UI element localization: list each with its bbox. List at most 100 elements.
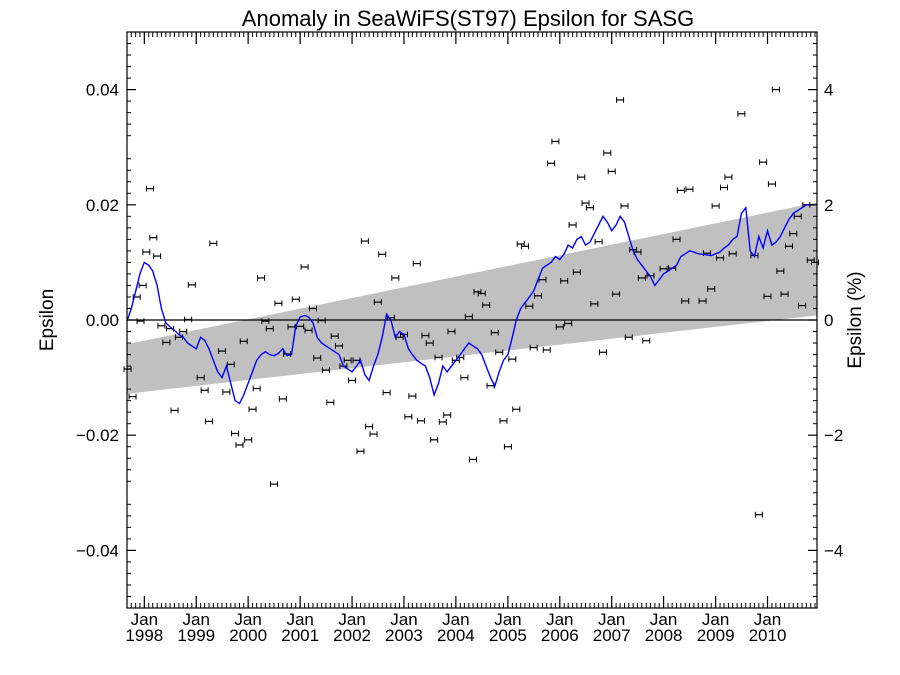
data-point bbox=[624, 334, 633, 341]
data-point bbox=[365, 423, 374, 430]
data-point bbox=[464, 313, 473, 320]
data-point bbox=[348, 377, 357, 384]
data-point bbox=[270, 481, 279, 488]
x-tick-year-label: 2007 bbox=[593, 626, 631, 645]
data-point bbox=[142, 249, 151, 255]
data-point bbox=[443, 412, 452, 418]
data-point bbox=[728, 250, 737, 257]
data-point bbox=[261, 318, 270, 325]
data-point bbox=[716, 254, 725, 261]
data-point bbox=[771, 86, 780, 93]
y2-tick-label: −4 bbox=[824, 541, 843, 560]
data-point bbox=[789, 230, 798, 237]
data-point bbox=[469, 456, 478, 463]
x-tick-year-label: 1998 bbox=[125, 626, 163, 645]
data-point bbox=[330, 333, 339, 340]
data-point bbox=[326, 399, 335, 406]
data-point bbox=[149, 234, 158, 241]
data-point bbox=[360, 238, 369, 244]
x-tick-month-label: Jan bbox=[650, 610, 677, 629]
x-tick-year-label: 2004 bbox=[437, 626, 475, 645]
data-point bbox=[529, 344, 538, 351]
data-point bbox=[369, 431, 378, 437]
running-mean-line bbox=[126, 204, 815, 405]
data-point bbox=[231, 430, 240, 437]
x-tick-month-label: Jan bbox=[442, 610, 469, 629]
y-tick-label: −0.02 bbox=[76, 426, 119, 445]
data-point bbox=[698, 298, 707, 304]
data-point bbox=[157, 322, 166, 329]
data-point bbox=[503, 443, 512, 450]
data-point bbox=[767, 181, 776, 187]
data-point bbox=[560, 277, 569, 284]
data-point bbox=[382, 389, 391, 396]
data-point bbox=[534, 292, 543, 299]
data-point bbox=[153, 253, 162, 259]
data-point bbox=[430, 436, 439, 443]
data-point bbox=[373, 299, 382, 306]
x-tick-month-label: Jan bbox=[390, 610, 417, 629]
x-tick-year-label: 2000 bbox=[229, 626, 267, 645]
x-tick-year-label: 1999 bbox=[177, 626, 215, 645]
data-point bbox=[265, 325, 274, 332]
data-point bbox=[196, 374, 205, 381]
data-point bbox=[482, 302, 491, 308]
x-tick-year-label: 2001 bbox=[281, 626, 319, 645]
data-point bbox=[681, 298, 690, 304]
x-tick-year-label: 2002 bbox=[333, 626, 371, 645]
data-point bbox=[200, 387, 209, 394]
data-point bbox=[798, 302, 807, 309]
data-point bbox=[555, 324, 564, 330]
data-point bbox=[477, 290, 486, 297]
data-point bbox=[138, 282, 147, 289]
data-point bbox=[226, 361, 235, 368]
data-point bbox=[356, 448, 365, 455]
x-tick-month-label: Jan bbox=[546, 610, 573, 629]
data-point bbox=[146, 185, 155, 192]
x-tick-year-label: 2008 bbox=[645, 626, 683, 645]
data-point bbox=[784, 243, 793, 250]
data-point bbox=[408, 393, 417, 399]
x-tick-month-label: Jan bbox=[234, 610, 261, 629]
data-point bbox=[425, 340, 434, 346]
x-tick-month-label: Jan bbox=[494, 610, 521, 629]
x-tick-year-label: 2010 bbox=[749, 626, 787, 645]
y-axis-label: Epsilon bbox=[37, 289, 58, 351]
y2-axis-label: Epsilon (%) bbox=[845, 271, 866, 368]
data-point bbox=[187, 281, 196, 288]
y2-tick-label: −2 bbox=[824, 426, 843, 445]
data-point bbox=[707, 286, 716, 292]
data-point bbox=[581, 200, 590, 206]
y-tick-label: 0.00 bbox=[86, 311, 119, 330]
x-tick-month-label: Jan bbox=[286, 610, 313, 629]
data-point bbox=[313, 355, 322, 361]
data-point bbox=[525, 303, 534, 310]
data-point bbox=[239, 338, 248, 345]
data-point bbox=[222, 389, 231, 395]
data-point bbox=[585, 204, 594, 211]
data-point bbox=[508, 356, 517, 363]
data-point bbox=[711, 203, 720, 209]
y2-tick-label: 4 bbox=[824, 81, 833, 100]
data-point bbox=[391, 275, 400, 281]
data-point bbox=[257, 275, 266, 281]
data-point bbox=[659, 265, 668, 272]
y2-tick-label: 0 bbox=[824, 311, 833, 330]
x-tick-month-label: Jan bbox=[702, 610, 729, 629]
data-point bbox=[434, 354, 443, 361]
data-point bbox=[343, 357, 352, 364]
data-point bbox=[421, 332, 430, 339]
data-point bbox=[179, 328, 188, 335]
data-point bbox=[594, 238, 603, 245]
data-point bbox=[737, 110, 746, 117]
data-point bbox=[542, 347, 551, 353]
data-point bbox=[568, 222, 577, 228]
data-point bbox=[642, 337, 651, 344]
data-point bbox=[274, 300, 283, 307]
x-tick-month-label: Jan bbox=[598, 610, 625, 629]
data-point bbox=[720, 184, 729, 191]
data-point bbox=[754, 511, 763, 518]
data-point bbox=[599, 349, 608, 356]
axis-ticks-layer: −0.04−0.020.000.020.04−4−2024Jan1998Jan1… bbox=[76, 31, 843, 645]
data-point bbox=[244, 436, 253, 443]
